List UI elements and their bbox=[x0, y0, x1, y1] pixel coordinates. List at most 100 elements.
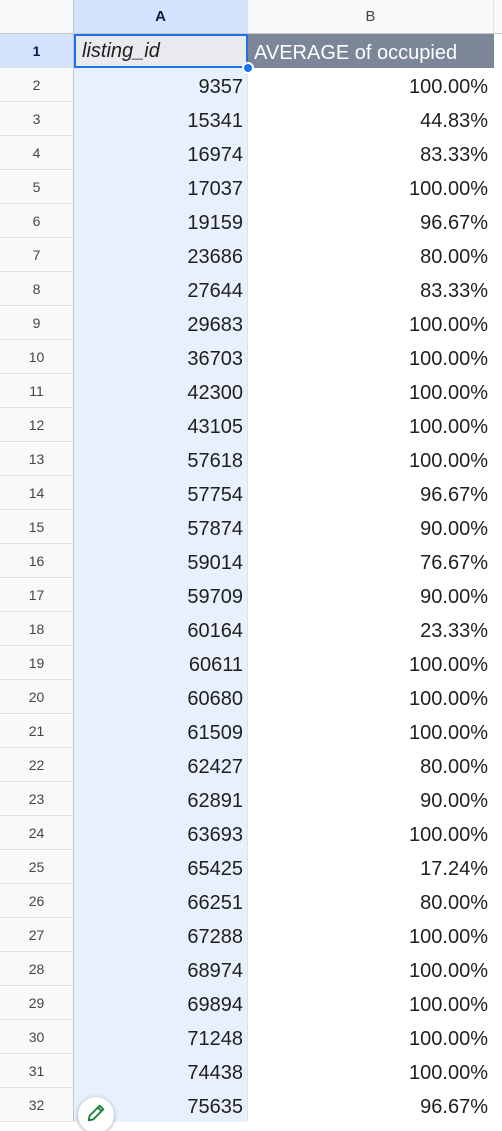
cell-average-occupied[interactable]: 96.67% bbox=[420, 484, 488, 506]
cell-average-occupied[interactable]: 100.00% bbox=[409, 416, 488, 438]
cell-listing-id-header[interactable]: listing_id bbox=[74, 34, 248, 68]
row-number[interactable]: 11 bbox=[0, 374, 74, 408]
cell-empty[interactable] bbox=[494, 510, 502, 544]
cell-listing-id[interactable]: 15341 bbox=[74, 102, 248, 136]
cell-average-occupied[interactable]: 100.00% bbox=[409, 382, 488, 404]
cell-listing-id[interactable]: 67288 bbox=[74, 918, 248, 952]
cell-listing-id[interactable]: 61509 bbox=[74, 714, 248, 748]
cell-average-occupied[interactable]: 76.67% bbox=[420, 552, 488, 574]
row-number[interactable]: 2 bbox=[0, 68, 74, 102]
cell-listing-id[interactable]: 16974 bbox=[74, 136, 248, 170]
cell-empty[interactable] bbox=[494, 102, 502, 136]
cell-empty[interactable] bbox=[494, 918, 502, 952]
selection-drag-handle[interactable] bbox=[242, 62, 254, 74]
row-number[interactable]: 16 bbox=[0, 544, 74, 578]
cell-average-occupied[interactable]: 100.00% bbox=[409, 688, 488, 710]
cell-empty[interactable] bbox=[494, 782, 502, 816]
cell-empty[interactable] bbox=[494, 204, 502, 238]
row-number[interactable]: 23 bbox=[0, 782, 74, 816]
cell-average-occupied[interactable]: 96.67% bbox=[420, 1096, 488, 1118]
cell-average-occupied[interactable]: 90.00% bbox=[420, 518, 488, 540]
cell-empty[interactable] bbox=[494, 1020, 502, 1054]
cell-listing-id[interactable]: 62427 bbox=[74, 748, 248, 782]
cell-average-occupied[interactable]: 100.00% bbox=[409, 722, 488, 744]
cell-listing-id[interactable]: 27644 bbox=[74, 272, 248, 306]
row-number[interactable]: 9 bbox=[0, 306, 74, 340]
cell-listing-id[interactable]: 36703 bbox=[74, 340, 248, 374]
cell-empty[interactable] bbox=[494, 544, 502, 578]
cell-listing-id[interactable]: 57754 bbox=[74, 476, 248, 510]
row-number[interactable]: 7 bbox=[0, 238, 74, 272]
cell-empty[interactable] bbox=[494, 374, 502, 408]
cell-empty[interactable] bbox=[494, 748, 502, 782]
cell-empty[interactable] bbox=[494, 340, 502, 374]
row-number[interactable]: 12 bbox=[0, 408, 74, 442]
cell-listing-id[interactable]: 60611 bbox=[74, 646, 248, 680]
cell-listing-id[interactable]: 17037 bbox=[74, 170, 248, 204]
cell-empty[interactable] bbox=[494, 306, 502, 340]
cell-average-occupied[interactable]: 100.00% bbox=[409, 960, 488, 982]
row-number[interactable]: 22 bbox=[0, 748, 74, 782]
cell-average-occupied[interactable]: 100.00% bbox=[409, 314, 488, 336]
cell-empty[interactable] bbox=[494, 170, 502, 204]
cell-empty[interactable] bbox=[494, 1088, 502, 1122]
cell-average-occupied[interactable]: 100.00% bbox=[409, 450, 488, 472]
cell-empty[interactable] bbox=[494, 272, 502, 306]
cell-listing-id[interactable]: 63693 bbox=[74, 816, 248, 850]
row-number[interactable]: 26 bbox=[0, 884, 74, 918]
column-header-b[interactable]: B bbox=[248, 0, 494, 34]
cell-average-occupied[interactable]: 44.83% bbox=[420, 110, 488, 132]
cell-empty[interactable] bbox=[494, 442, 502, 476]
cell-average-occupied[interactable]: 83.33% bbox=[420, 144, 488, 166]
cell-empty[interactable] bbox=[494, 884, 502, 918]
row-number[interactable]: 31 bbox=[0, 1054, 74, 1088]
row-number[interactable]: 1 bbox=[0, 34, 74, 68]
cell-listing-id[interactable]: 59014 bbox=[74, 544, 248, 578]
row-number[interactable]: 8 bbox=[0, 272, 74, 306]
cell-listing-id[interactable]: 29683 bbox=[74, 306, 248, 340]
row-number[interactable]: 10 bbox=[0, 340, 74, 374]
cell-listing-id[interactable]: 65425 bbox=[74, 850, 248, 884]
cell-listing-id[interactable]: 42300 bbox=[74, 374, 248, 408]
cell-average-occupied[interactable]: 100.00% bbox=[409, 926, 488, 948]
cell-listing-id[interactable]: 62891 bbox=[74, 782, 248, 816]
row-number[interactable]: 13 bbox=[0, 442, 74, 476]
row-number[interactable]: 3 bbox=[0, 102, 74, 136]
cell-average-occupied[interactable]: 17.24% bbox=[420, 858, 488, 880]
cell-listing-id[interactable]: 60164 bbox=[74, 612, 248, 646]
cell-average-occupied[interactable]: 23.33% bbox=[420, 620, 488, 642]
cell-average-header[interactable]: AVERAGE of occupied bbox=[248, 34, 494, 68]
row-number[interactable]: 6 bbox=[0, 204, 74, 238]
cell-empty[interactable] bbox=[494, 1054, 502, 1088]
cell-average-occupied[interactable]: 100.00% bbox=[409, 1062, 488, 1084]
cell-average-occupied[interactable]: 83.33% bbox=[420, 280, 488, 302]
cell-empty[interactable] bbox=[494, 986, 502, 1020]
cell-listing-id[interactable]: 19159 bbox=[74, 204, 248, 238]
column-header-c[interactable] bbox=[494, 0, 502, 34]
cell-listing-id[interactable]: 60680 bbox=[74, 680, 248, 714]
row-number[interactable]: 28 bbox=[0, 952, 74, 986]
row-number[interactable]: 19 bbox=[0, 646, 74, 680]
cell-average-occupied[interactable]: 100.00% bbox=[409, 654, 488, 676]
row-number[interactable]: 32 bbox=[0, 1088, 74, 1122]
cell-listing-id[interactable]: 9357 bbox=[74, 68, 248, 102]
cell-listing-id[interactable]: 57618 bbox=[74, 442, 248, 476]
row-number[interactable]: 30 bbox=[0, 1020, 74, 1054]
cell-average-occupied[interactable]: 80.00% bbox=[420, 246, 488, 268]
row-number[interactable]: 17 bbox=[0, 578, 74, 612]
row-number[interactable]: 27 bbox=[0, 918, 74, 952]
cell-listing-id[interactable]: 68974 bbox=[74, 952, 248, 986]
cell-empty[interactable] bbox=[494, 238, 502, 272]
cell-average-occupied[interactable]: 80.00% bbox=[420, 892, 488, 914]
cell-empty[interactable] bbox=[494, 816, 502, 850]
cell-empty[interactable] bbox=[494, 136, 502, 170]
cell-average-occupied[interactable]: 100.00% bbox=[409, 178, 488, 200]
cell-listing-id[interactable]: 43105 bbox=[74, 408, 248, 442]
cell-empty[interactable] bbox=[494, 34, 502, 68]
row-number[interactable]: 5 bbox=[0, 170, 74, 204]
cell-empty[interactable] bbox=[494, 646, 502, 680]
row-number[interactable]: 25 bbox=[0, 850, 74, 884]
cell-average-occupied[interactable]: 100.00% bbox=[409, 1028, 488, 1050]
cell-listing-id[interactable]: 23686 bbox=[74, 238, 248, 272]
cell-empty[interactable] bbox=[494, 612, 502, 646]
